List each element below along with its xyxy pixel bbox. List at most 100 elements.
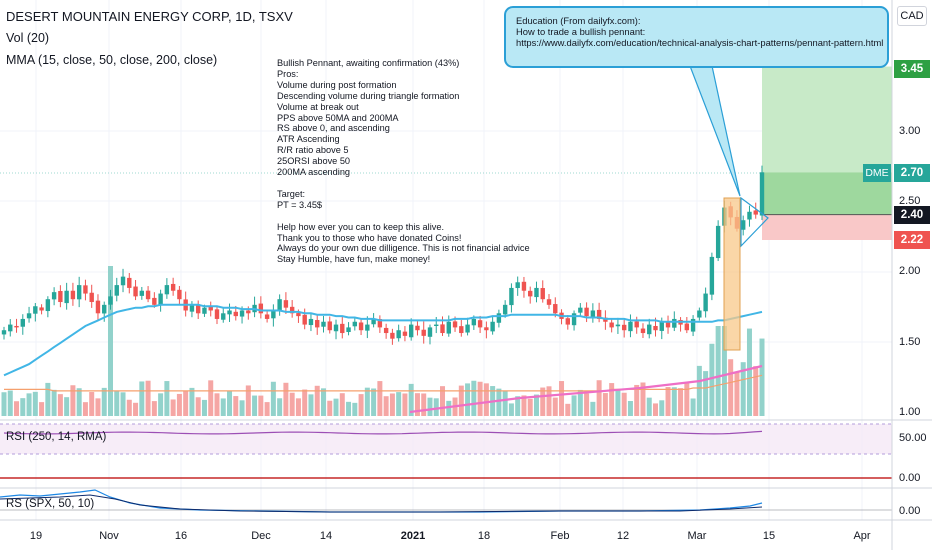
callout-link[interactable]: https://www.dailyfx.com/education/techni…: [516, 37, 884, 48]
rs-legend[interactable]: RS (SPX, 50, 10): [6, 498, 95, 510]
volume-bar: [283, 382, 289, 416]
volume-bar: [289, 392, 295, 416]
volume-bar: [659, 400, 665, 416]
volume-bar: [715, 326, 721, 416]
candle-body: [170, 283, 176, 291]
candle-body: [321, 321, 326, 327]
volume-bar: [176, 393, 182, 416]
volume-bar: [609, 383, 615, 416]
volume-bar: [377, 381, 383, 416]
volume-bar: [709, 343, 715, 416]
volume-bar: [320, 388, 326, 416]
volume-bar: [477, 381, 483, 416]
volume-bar: [39, 402, 45, 416]
volume-bar: [740, 362, 746, 416]
volume-bar: [227, 390, 233, 416]
candle-body: [459, 326, 464, 334]
volume-bar: [333, 398, 339, 416]
volume-bar: [346, 401, 352, 416]
volume-bar: [252, 395, 258, 416]
volume-bar: [552, 397, 558, 416]
ma-legend[interactable]: MMA (15, close, 50, close, 200, close): [6, 53, 218, 67]
candle-body: [227, 310, 232, 315]
volume-bar: [270, 381, 276, 416]
volume-bar: [427, 397, 433, 416]
rsi-legend[interactable]: RSI (250, 14, RMA): [6, 431, 107, 443]
volume-bar: [546, 386, 552, 416]
candle-body: [189, 304, 195, 312]
volume-bar: [389, 393, 395, 416]
time-tick-mar: Mar: [687, 530, 707, 542]
candle-body: [202, 307, 207, 314]
candle-body: [427, 327, 433, 337]
candle-body: [296, 313, 301, 317]
price-tick-100: 1.00: [899, 406, 921, 418]
education-callout[interactable]: Education (From dailyfx.com): How to tra…: [504, 6, 889, 68]
volume-bar: [471, 380, 477, 416]
candle-body: [89, 292, 94, 303]
candle-body: [102, 304, 107, 314]
candle-body: [14, 325, 19, 328]
volume-bar: [314, 385, 320, 416]
target-price-tag: 3.45: [894, 60, 930, 78]
volume-bar: [502, 390, 508, 416]
rsi-band: [0, 424, 892, 454]
candle-body: [371, 318, 376, 325]
volume-bar: [239, 400, 245, 416]
volume-bar: [89, 392, 95, 416]
volume-bar: [32, 391, 38, 416]
currency-button[interactable]: CAD: [897, 6, 927, 26]
volume-bar: [690, 398, 696, 416]
candle-body: [609, 322, 614, 328]
time-tick-15: 15: [762, 530, 776, 542]
volume-bar: [82, 402, 88, 416]
risk-reward-zones: [762, 66, 892, 240]
candle-body: [672, 318, 677, 328]
candle-body: [221, 313, 226, 320]
volume-bar: [120, 392, 126, 416]
volume-bar: [126, 399, 132, 416]
time-tick-16: 16: [174, 530, 188, 542]
volume-bar: [14, 401, 20, 416]
volume-bar: [339, 393, 345, 416]
volume-legend[interactable]: Vol (20): [6, 31, 50, 45]
volume-bar: [51, 389, 57, 416]
candle-body: [421, 329, 426, 336]
ma200-line: [4, 374, 763, 392]
rsi-pane: [0, 423, 892, 479]
volume-bar: [358, 394, 364, 416]
candle-body: [440, 324, 445, 334]
volume-bar: [571, 395, 577, 416]
candle-body: [515, 282, 520, 289]
volume-bar: [76, 388, 82, 416]
candle-body: [64, 290, 69, 304]
candle-body: [340, 323, 345, 334]
candle-body: [747, 211, 752, 220]
candle-body: [628, 321, 633, 332]
candle-body: [665, 322, 671, 328]
candle-body: [709, 256, 715, 295]
time-tick-14: 14: [319, 530, 333, 542]
candle-body: [477, 320, 483, 328]
candle-body: [565, 318, 571, 325]
candle-body: [283, 300, 289, 308]
stop-zone: [762, 214, 892, 240]
candle-body: [390, 332, 395, 339]
callout-line-2: How to trade a bullish pennant:: [516, 26, 646, 37]
time-tick-18: 18: [477, 530, 491, 542]
moving-averages: [3, 303, 763, 414]
volume-bar: [634, 384, 640, 416]
volume-bar: [596, 380, 602, 416]
candle-body: [308, 318, 314, 326]
candle-body: [114, 285, 119, 296]
candle-body: [208, 306, 213, 311]
volume-bar: [515, 396, 521, 416]
candle-body: [521, 281, 527, 291]
symbol-legend[interactable]: DESERT MOUNTAIN ENERGY CORP, 1D, TSXV: [6, 9, 293, 24]
candle-body: [377, 319, 383, 328]
volume-bar: [584, 393, 590, 416]
candle-body: [571, 313, 577, 326]
candle-body: [741, 220, 746, 230]
